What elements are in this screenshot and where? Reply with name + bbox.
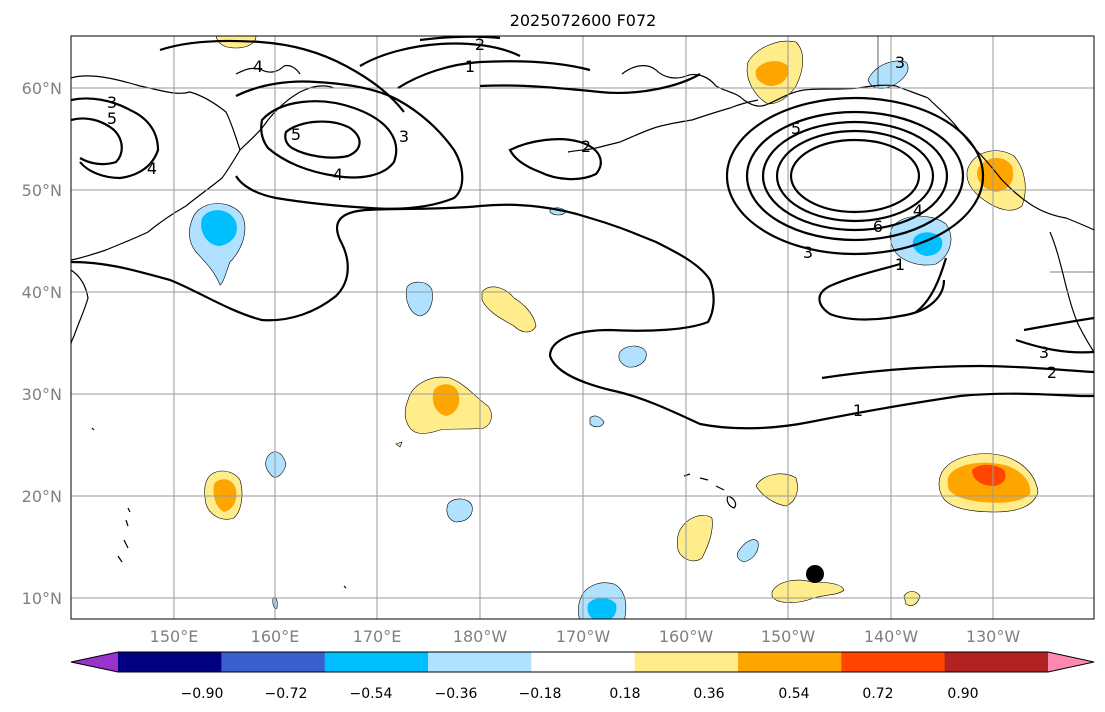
map-panel [71,36,1094,619]
colorbar-tick-label: 0.36 [693,686,724,702]
colorbar-swatch [841,652,946,672]
lat-label: 40°N [22,283,62,302]
colorbar-extend-min [71,652,118,672]
negative-anomaly-area [265,451,287,478]
colorbar-swatch [118,652,222,672]
contour-label: 2 [581,137,591,156]
contour-label: 4 [333,165,343,184]
contour-label: 3 [1039,343,1049,362]
positive-anomaly-area [755,473,798,507]
contour-label: 3 [803,243,813,262]
contour-label: 1 [895,255,905,274]
negative-anomaly-area [405,281,433,317]
contour-label: 4 [147,159,157,178]
siberia-coast [235,64,301,75]
pacific-islets [91,427,347,589]
colorbar-tick-label: −0.54 [350,686,393,702]
lat-label: 50°N [22,181,62,200]
negative-anomaly-core [912,232,943,256]
aleutians [567,99,759,153]
asia-coastline [71,75,241,261]
colorbar-tick-label: 0.54 [778,686,809,702]
positive-anomaly-area [395,441,403,448]
map-frame [70,35,1095,620]
japan-coast [71,269,89,345]
lat-label: 30°N [22,385,62,404]
colorbar-extend-max [1048,652,1094,672]
colorbar-swatch [428,652,532,672]
colorbar-outline [70,651,1095,673]
colorbar-swatch [324,652,429,672]
lon-label: 170°W [556,627,611,646]
storm-position-marker [806,565,824,583]
contour-label: 4 [253,57,263,76]
colorbar-swatch [634,652,739,672]
latitude-labels: 60°N 50°N 40°N 30°N 20°N 10°N [22,79,62,608]
lon-label: 150°E [150,627,199,646]
positive-anomaly-area [903,591,921,606]
positive-anomaly-area [481,286,537,333]
contour-label: 5 [791,119,801,138]
negative-anomaly-area [589,415,605,428]
contour-label: 6 [873,217,883,236]
hawaii-islands [683,473,737,509]
gridlines [71,36,1094,619]
contour-label: 2 [1047,363,1057,382]
positive-anomaly-mid [432,384,460,416]
contour-lines [71,36,1094,430]
lon-label: 160°E [251,627,300,646]
colorbar-swatch [738,652,842,672]
negative-anomaly-core [201,210,237,246]
positive-anomaly-high [972,464,1006,486]
lat-label: 10°N [22,589,62,608]
colorbar-swatch [531,652,636,672]
kamchatka-coast [239,85,335,151]
positive-anomaly-mid [755,61,789,86]
coastlines [71,36,1094,589]
colorbar-tick-label: −0.90 [181,686,224,702]
lat-label: 60°N [22,79,62,98]
lon-label: 140°W [864,627,919,646]
contour-label-group: 2 1 4 3 5 3 4 5 4 2 5 6 4 3 1 1 3 2 3 [107,35,1057,420]
colorbar-swatch [221,652,326,672]
lon-label: 180°W [453,627,508,646]
lon-label: 150°W [761,627,816,646]
colorbar-tick-label: −0.36 [435,686,478,702]
colorbar-tick-labels: −0.90 −0.72 −0.54 −0.36 −0.18 0.18 0.36 … [181,686,979,702]
colorbar-tick-label: 0.72 [862,686,893,702]
lon-label: 130°W [966,627,1021,646]
map-title: 2025072600 F072 [510,11,657,30]
lon-label: 160°W [659,627,714,646]
positive-anomaly-mid [977,157,1014,192]
colorbar-tick-label: 0.18 [609,686,640,702]
negative-anomaly-area [446,498,473,523]
colorbar-swatch [944,652,1049,672]
colorbar-tick-label: −0.18 [519,686,562,702]
negative-anomaly-core [587,598,617,619]
longitude-labels: 150°E 160°E 170°E 180°W 170°W 160°W 150°… [150,627,1021,646]
us-west-coast [1049,231,1094,353]
contour-label: 4 [913,201,923,220]
colorbar-tick-label: 0.90 [947,686,978,702]
lat-label: 20°N [22,487,62,506]
contour-label: 5 [291,125,301,144]
contour-label: 3 [895,53,905,72]
colorbar-tick-label: −0.72 [265,686,308,702]
lon-label: 170°E [353,627,402,646]
negative-anomaly-area [618,345,647,368]
negative-anomaly-area [736,539,759,563]
contour-label: 2 [475,35,485,54]
contour-label: 3 [107,93,117,112]
positive-anomaly-area [771,579,845,603]
contour-label: 5 [107,109,117,128]
anomaly-fills [189,36,1039,619]
contour-label: 1 [465,57,475,76]
west-coast-canada [927,97,1094,231]
contour-label: 1 [853,401,863,420]
contour-label: 3 [399,127,409,146]
colorbar [70,651,1095,673]
